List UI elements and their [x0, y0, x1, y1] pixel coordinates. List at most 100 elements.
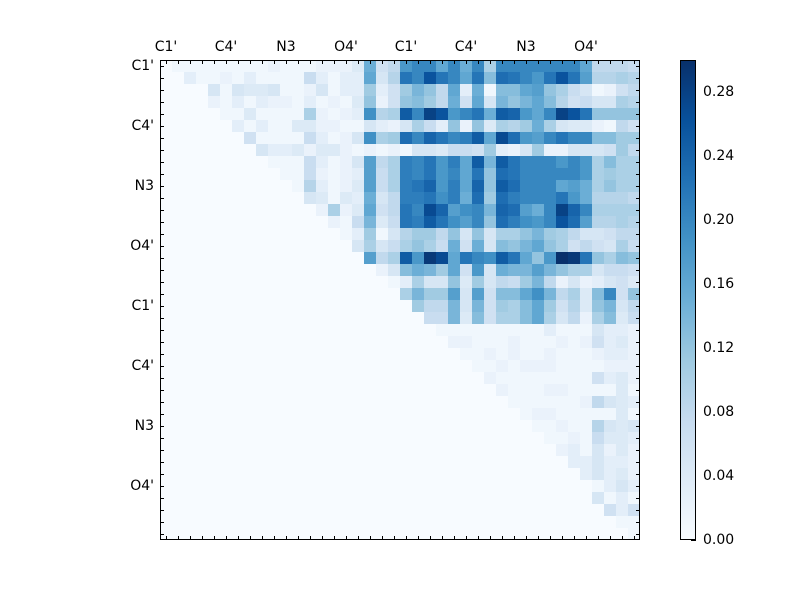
tick-mark — [250, 536, 251, 540]
heatmap-cell — [472, 168, 484, 180]
heatmap-cell — [532, 60, 544, 72]
tick-mark — [622, 60, 623, 64]
heatmap-cell — [616, 492, 628, 504]
heatmap-cell — [496, 252, 508, 264]
heatmap-cell — [292, 144, 304, 156]
tick-mark — [636, 246, 640, 247]
heatmap-cell — [592, 336, 604, 348]
heatmap-cell — [568, 396, 580, 408]
tick-mark — [322, 60, 323, 64]
heatmap-cell — [544, 432, 556, 444]
tick-mark — [636, 270, 640, 271]
tick-mark — [622, 536, 623, 540]
heatmap-cell — [448, 336, 460, 348]
heatmap-cell — [604, 468, 616, 480]
heatmap-cell — [412, 216, 424, 228]
heatmap-cell — [568, 84, 580, 96]
heatmap-cell — [208, 60, 220, 72]
heatmap-cell — [508, 168, 520, 180]
heatmap-cell — [364, 180, 376, 192]
tick-mark — [454, 60, 455, 64]
heatmap-cell — [484, 288, 496, 300]
heatmap-cell — [472, 300, 484, 312]
heatmap-cell — [424, 192, 436, 204]
heatmap-cell — [472, 60, 484, 72]
heatmap-cell — [628, 504, 640, 516]
heatmap-cell — [316, 144, 328, 156]
heatmap-cell — [580, 192, 592, 204]
heatmap-cell — [604, 132, 616, 144]
heatmap-cell — [364, 84, 376, 96]
heatmap-cell — [616, 360, 628, 372]
heatmap-cell — [532, 252, 544, 264]
heatmap-cell — [592, 468, 604, 480]
heatmap-cell — [616, 432, 628, 444]
heatmap-cell — [412, 192, 424, 204]
heatmap-cell — [496, 192, 508, 204]
heatmap-cell — [568, 60, 580, 72]
heatmap-cell — [292, 156, 304, 168]
heatmap-cell — [472, 276, 484, 288]
heatmap-cell — [604, 324, 616, 336]
heatmap-cell — [448, 156, 460, 168]
heatmap-cell — [280, 120, 292, 132]
heatmap-cell — [352, 156, 364, 168]
heatmap-cell — [520, 408, 532, 420]
heatmap-cell — [604, 252, 616, 264]
heatmap-cell — [388, 84, 400, 96]
heatmap-cell — [532, 312, 544, 324]
heatmap-cell — [568, 312, 580, 324]
tick-mark — [160, 378, 164, 379]
heatmap-cell — [484, 132, 496, 144]
tick-mark — [636, 174, 640, 175]
heatmap-cell — [604, 264, 616, 276]
tick-mark — [636, 390, 640, 391]
tick-mark — [358, 60, 359, 64]
heatmap-cell — [604, 360, 616, 372]
heatmap-cell — [568, 72, 580, 84]
tick-mark — [636, 258, 640, 259]
heatmap-cell — [280, 132, 292, 144]
heatmap-cell — [460, 168, 472, 180]
heatmap-cell — [352, 216, 364, 228]
heatmap-cell — [616, 132, 628, 144]
heatmap-cell — [628, 492, 640, 504]
tick-mark — [160, 258, 164, 259]
heatmap-cell — [412, 108, 424, 120]
heatmap-cell — [628, 372, 640, 384]
tick-mark — [586, 536, 587, 540]
heatmap-cell — [460, 108, 472, 120]
heatmap-cell — [352, 228, 364, 240]
heatmap-cell — [484, 144, 496, 156]
heatmap-cell — [556, 396, 568, 408]
heatmap-cell — [364, 144, 376, 156]
heatmap-cell — [544, 336, 556, 348]
tick-mark — [502, 60, 503, 64]
heatmap-cell — [616, 312, 628, 324]
heatmap-cell — [436, 312, 448, 324]
heatmap-cell — [340, 216, 352, 228]
heatmap-cell — [628, 120, 640, 132]
tick-mark — [166, 536, 167, 540]
heatmap-cell — [460, 348, 472, 360]
heatmap-cell — [532, 180, 544, 192]
tick-mark — [160, 354, 164, 355]
tick-mark — [636, 210, 640, 211]
heatmap-cell — [256, 60, 268, 72]
tick-mark — [370, 536, 371, 540]
tick-mark — [636, 330, 640, 331]
heatmap-cell — [400, 108, 412, 120]
heatmap-cell — [544, 204, 556, 216]
tick-mark — [346, 536, 347, 540]
heatmap-cell — [628, 72, 640, 84]
heatmap-cell — [460, 120, 472, 132]
heatmap-cell — [472, 180, 484, 192]
tick-mark — [346, 60, 347, 64]
heatmap-cell — [460, 156, 472, 168]
heatmap-cell — [304, 168, 316, 180]
tick-mark — [160, 78, 164, 79]
heatmap-cell — [412, 120, 424, 132]
heatmap-cell — [616, 516, 628, 528]
heatmap-cell — [556, 384, 568, 396]
heatmap-cell — [568, 96, 580, 108]
